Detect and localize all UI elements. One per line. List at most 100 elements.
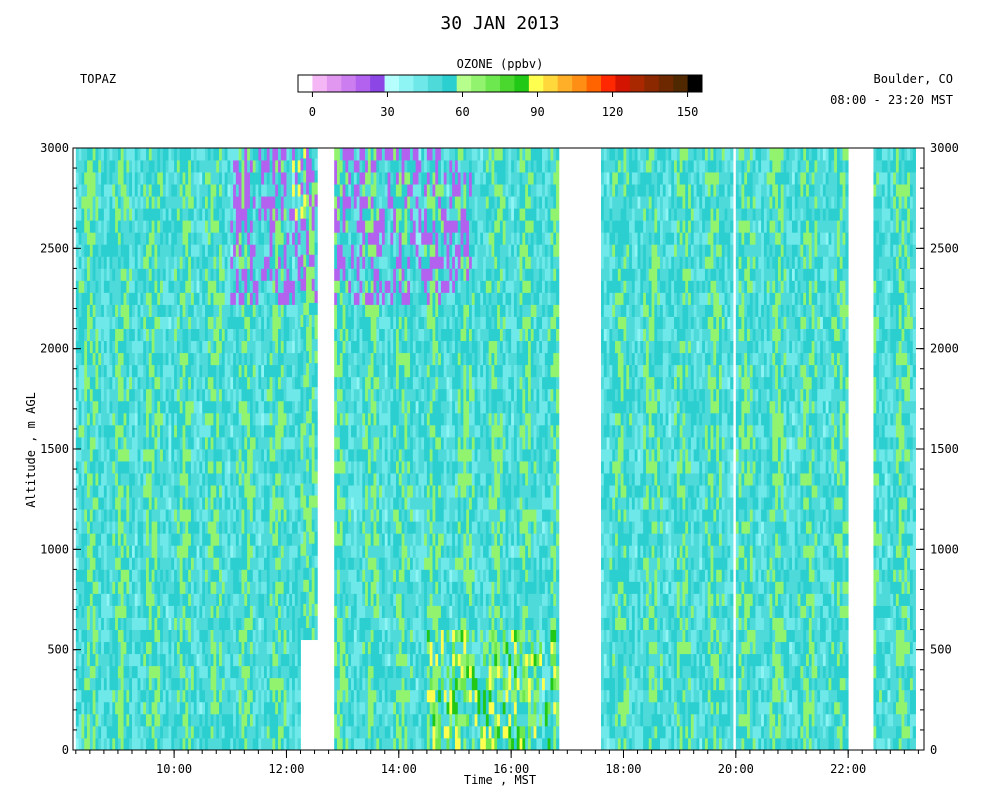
heatmap-cell xyxy=(117,569,122,582)
heatmap-cell xyxy=(224,352,228,366)
heatmap-cell xyxy=(131,160,136,173)
heatmap-cell xyxy=(148,641,153,655)
heatmap-cell xyxy=(148,581,153,594)
heatmap-cell xyxy=(120,388,124,402)
heatmap-cell xyxy=(160,424,164,438)
heatmap-cell xyxy=(365,388,369,402)
heatmap-cell xyxy=(247,304,251,317)
heatmap-cell xyxy=(306,170,310,183)
heatmap-cell xyxy=(216,208,220,221)
heatmap-cell xyxy=(348,497,352,510)
heatmap-cell xyxy=(342,280,346,293)
heatmap-cell xyxy=(227,364,231,378)
heatmap-cell xyxy=(174,449,178,462)
heatmap-cell xyxy=(351,521,355,534)
heatmap-cell xyxy=(289,653,293,667)
heatmap-cell xyxy=(165,172,169,185)
heatmap-cell xyxy=(241,473,245,486)
heatmap-cell xyxy=(306,158,310,171)
heatmap-cell xyxy=(168,593,172,606)
heatmap-cell xyxy=(148,653,153,667)
heatmap-cell xyxy=(129,473,133,486)
heatmap-cell xyxy=(235,629,240,643)
heatmap-cell xyxy=(78,713,82,727)
heatmap-cell xyxy=(185,148,189,161)
heatmap-cell xyxy=(311,507,315,520)
heatmap-cell xyxy=(199,400,203,414)
heatmap-cell xyxy=(126,617,130,630)
heatmap-cell xyxy=(227,184,231,197)
heatmap-cell xyxy=(160,617,164,630)
heatmap-cell xyxy=(278,196,282,209)
heatmap-cell xyxy=(106,304,110,317)
heatmap-cell xyxy=(131,569,136,582)
heatmap-cell xyxy=(258,665,262,679)
heatmap-cell xyxy=(182,677,186,691)
heatmap-cell xyxy=(221,160,226,173)
heatmap-cell xyxy=(230,220,234,233)
heatmap-cell xyxy=(351,244,355,257)
heatmap-cell xyxy=(87,220,91,233)
heatmap-cell xyxy=(89,328,94,342)
heatmap-cell xyxy=(115,424,119,438)
heatmap-cell xyxy=(263,689,268,703)
heatmap-cell xyxy=(148,485,153,498)
heatmap-cell xyxy=(185,184,189,197)
heatmap-cell xyxy=(353,725,358,739)
heatmap-cell xyxy=(275,280,279,293)
heatmap-cell xyxy=(308,627,313,641)
heatmap-cell xyxy=(207,569,212,582)
heatmap-cell xyxy=(278,316,282,329)
heatmap-cell xyxy=(272,605,276,618)
heatmap-cell xyxy=(205,376,209,390)
heatmap-cell xyxy=(185,557,189,570)
heatmap-cell xyxy=(306,290,310,303)
heatmap-cell xyxy=(337,304,341,317)
heatmap-cell xyxy=(92,593,96,606)
heatmap-cell xyxy=(112,449,116,462)
heatmap-cell xyxy=(235,581,240,594)
heatmap-cell xyxy=(263,593,268,606)
heatmap-cell xyxy=(87,605,91,618)
heatmap-cell xyxy=(157,196,161,209)
heatmap-cell xyxy=(75,292,80,305)
heatmap-cell xyxy=(146,316,150,329)
heatmap-cell xyxy=(154,328,158,342)
heatmap-cell xyxy=(252,713,256,727)
heatmap-cell xyxy=(143,364,147,378)
heatmap-cell xyxy=(165,160,169,173)
heatmap-cell xyxy=(202,340,206,354)
heatmap-cell xyxy=(174,581,178,594)
heatmap-cell xyxy=(95,256,99,269)
heatmap-cell xyxy=(272,256,276,269)
heatmap-cell xyxy=(263,737,268,750)
heatmap-cell xyxy=(196,485,200,498)
heatmap-cell xyxy=(92,208,96,221)
heatmap-cell xyxy=(213,521,217,534)
heatmap-cell xyxy=(249,713,254,727)
heatmap-cell xyxy=(171,617,175,630)
heatmap-cell xyxy=(345,509,349,522)
heatmap-cell xyxy=(199,172,203,185)
heatmap-cells xyxy=(75,148,916,750)
heatmap-cell xyxy=(230,160,234,173)
heatmap-cell xyxy=(280,569,285,582)
heatmap-cell xyxy=(356,665,360,679)
heatmap-cell xyxy=(238,436,242,450)
heatmap-cell xyxy=(289,665,293,679)
heatmap-cell xyxy=(334,461,338,474)
heatmap-cell xyxy=(252,160,256,173)
heatmap-cell xyxy=(143,605,147,618)
heatmap-cell xyxy=(300,326,304,340)
heatmap-cell xyxy=(106,449,110,462)
heatmap-cell xyxy=(165,424,169,438)
heatmap-cell xyxy=(140,436,144,450)
heatmap-cell xyxy=(140,449,144,462)
heatmap-cell xyxy=(370,521,374,534)
heatmap-cell xyxy=(258,364,262,378)
heatmap-cell xyxy=(334,641,338,655)
heatmap-cell xyxy=(221,617,226,630)
heatmap-cell xyxy=(230,689,234,703)
heatmap-cell xyxy=(84,689,88,703)
heatmap-cell xyxy=(148,304,153,317)
